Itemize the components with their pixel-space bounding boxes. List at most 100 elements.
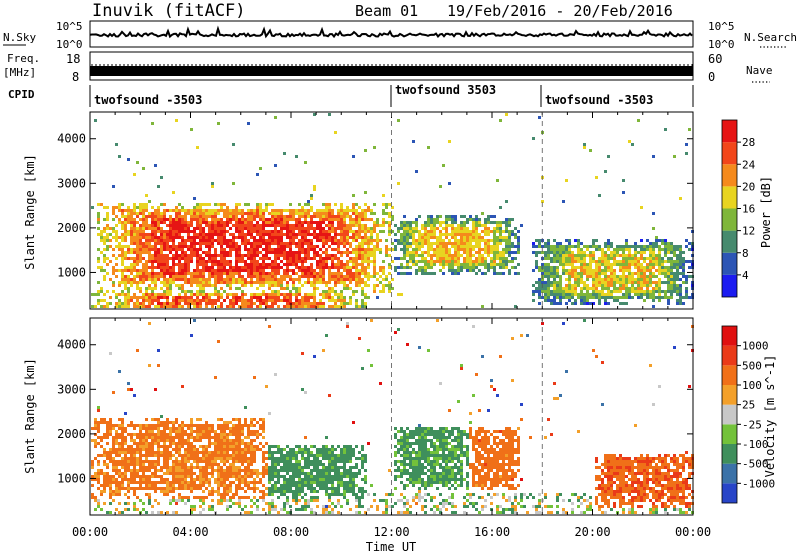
- heatmap-cell: [259, 167, 262, 170]
- heatmap-cell: [457, 242, 460, 245]
- heatmap-cell: [250, 248, 253, 251]
- heatmap-cell: [319, 218, 322, 221]
- heatmap-cell: [166, 421, 169, 424]
- heatmap-cell: [217, 224, 220, 227]
- heatmap-cell: [349, 257, 352, 260]
- heatmap-cell: [310, 218, 313, 221]
- heatmap-cell: [175, 254, 178, 257]
- heatmap-cell: [685, 152, 688, 155]
- heatmap-cell: [130, 266, 133, 269]
- heatmap-cell: [181, 239, 184, 242]
- heatmap-cell: [103, 218, 106, 221]
- heatmap-cell: [103, 487, 106, 490]
- heatmap-cell: [589, 275, 592, 278]
- heatmap-cell: [442, 260, 445, 263]
- heatmap-cell: [163, 460, 166, 463]
- heatmap-cell: [340, 221, 343, 224]
- heatmap-cell: [148, 433, 151, 436]
- heatmap-cell: [508, 230, 511, 233]
- heatmap-cell: [277, 257, 280, 260]
- heatmap-cell: [454, 221, 457, 224]
- heatmap-cell: [610, 254, 613, 257]
- heatmap-cell: [304, 299, 307, 302]
- heatmap-cell: [352, 224, 355, 227]
- heatmap-cell: [169, 487, 172, 490]
- heatmap-cell: [157, 239, 160, 242]
- heatmap-cell: [226, 215, 229, 218]
- heatmap-cell: [472, 263, 475, 266]
- heatmap-cell: [445, 257, 448, 260]
- heatmap-cell: [496, 263, 499, 266]
- heatmap-cell: [271, 236, 274, 239]
- heatmap-cell: [631, 287, 634, 290]
- heatmap-cell: [154, 454, 157, 457]
- heatmap-cell: [322, 215, 325, 218]
- heatmap-cell: [214, 275, 217, 278]
- heatmap-cell: [220, 230, 223, 233]
- heatmap-cell: [94, 439, 97, 442]
- heatmap-cell: [190, 418, 193, 421]
- heatmap-cell: [562, 287, 565, 290]
- heatmap-cell: [130, 278, 133, 281]
- heatmap-cell: [301, 302, 304, 305]
- heatmap-cell: [331, 272, 334, 275]
- heatmap-cell: [169, 305, 172, 308]
- heatmap-cell: [97, 290, 100, 293]
- heatmap-cell: [349, 242, 352, 245]
- heatmap-cell: [679, 266, 682, 269]
- power-colorbar-tick-label: 24: [742, 158, 756, 171]
- heatmap-cell: [133, 260, 136, 263]
- heatmap-cell: [547, 251, 550, 254]
- heatmap-cell: [364, 191, 367, 194]
- heatmap-cell: [637, 269, 640, 272]
- heatmap-cell: [94, 496, 97, 499]
- heatmap-cell: [214, 293, 217, 296]
- heatmap-cell: [355, 203, 358, 206]
- heatmap-cell: [673, 278, 676, 281]
- heatmap-cell: [499, 254, 502, 257]
- heatmap-cell: [268, 263, 271, 266]
- heatmap-cell: [226, 281, 229, 284]
- heatmap-cell: [238, 266, 241, 269]
- heatmap-cell: [178, 442, 181, 445]
- heatmap-cell: [295, 212, 298, 215]
- heatmap-cell: [103, 293, 106, 296]
- heatmap-cell: [256, 245, 259, 248]
- heatmap-cell: [151, 269, 154, 272]
- heatmap-cell: [400, 266, 403, 269]
- heatmap-cell: [625, 242, 628, 245]
- heatmap-cell: [199, 287, 202, 290]
- heatmap-cell: [136, 215, 139, 218]
- heatmap-cell: [298, 203, 301, 206]
- heatmap-cell: [424, 242, 427, 245]
- heatmap-cell: [628, 287, 631, 290]
- heatmap-cell: [382, 209, 385, 212]
- heatmap-cell: [604, 281, 607, 284]
- heatmap-cell: [124, 427, 127, 430]
- heatmap-cell: [469, 233, 472, 236]
- heatmap-cell: [373, 251, 376, 254]
- heatmap-cell: [166, 296, 169, 299]
- heatmap-cell: [196, 263, 199, 266]
- heatmap-cell: [118, 203, 121, 206]
- heatmap-cell: [502, 251, 505, 254]
- heatmap-cell: [337, 260, 340, 263]
- heatmap-cell: [502, 236, 505, 239]
- heatmap-cell: [136, 496, 139, 499]
- heatmap-cell: [223, 254, 226, 257]
- heatmap-cell: [157, 266, 160, 269]
- heatmap-cell: [406, 239, 409, 242]
- heatmap-cell: [532, 242, 535, 245]
- heatmap-cell: [184, 275, 187, 278]
- heatmap-cell: [337, 248, 340, 251]
- heatmap-cell: [352, 278, 355, 281]
- heatmap-cell: [250, 263, 253, 266]
- heatmap-cell: [100, 490, 103, 493]
- heatmap-cell: [220, 224, 223, 227]
- heatmap-cell: [175, 481, 178, 484]
- heatmap-cell: [361, 224, 364, 227]
- heatmap-cell: [316, 302, 319, 305]
- heatmap-cell: [142, 251, 145, 254]
- heatmap-cell: [511, 230, 514, 233]
- heatmap-cell: [145, 224, 148, 227]
